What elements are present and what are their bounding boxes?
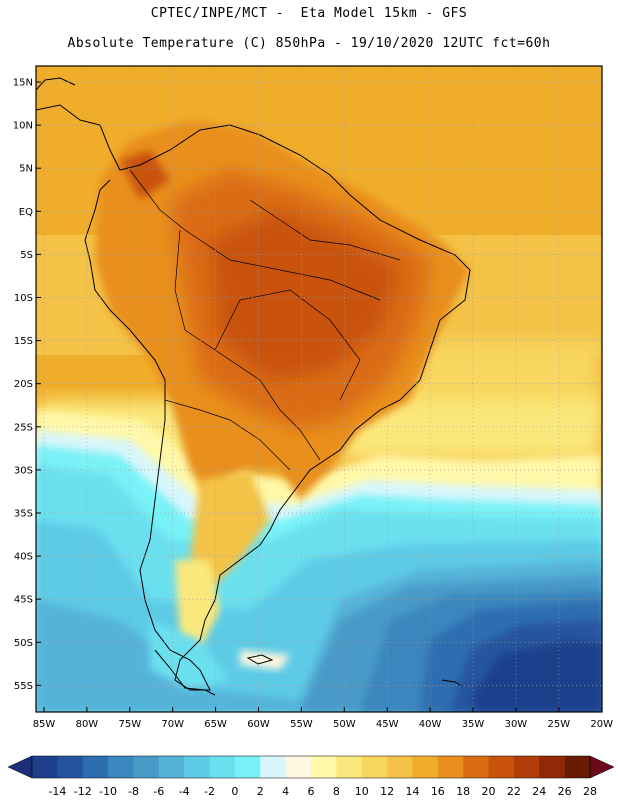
colorbar-min-arrow — [7, 755, 33, 779]
lat-label: EQ — [19, 207, 33, 218]
lat-label: 15N — [13, 78, 33, 89]
colorbar-swatch — [387, 756, 413, 778]
lon-label: 20W — [590, 719, 613, 730]
plot-frame — [35, 65, 603, 713]
colorbar-swatch — [285, 756, 312, 778]
colorbar-tick-label: 10 — [355, 785, 369, 798]
colorbar-frame — [31, 755, 591, 779]
colorbar-swatch — [488, 756, 515, 778]
colorbar-tick-label: 16 — [431, 785, 445, 798]
latitude-labels: 15N 10N 5N EQ 5S 10S 15S 20S 25S 30S 35S 40S 45S 50S 5… — [13, 78, 41, 692]
colorbar-tick-label: 8 — [333, 785, 340, 798]
lon-label: 45W — [376, 719, 399, 730]
lat-label: 20S — [14, 379, 33, 390]
colorbar-swatch — [311, 756, 337, 778]
lat-label: 15S — [14, 336, 33, 347]
lon-label: 85W — [33, 719, 56, 730]
colorbar-swatch — [564, 756, 591, 778]
lat-label: 55S — [14, 681, 33, 692]
colorbar: -14 -12 -10 -8 -6 -4 -2 0 2 4 6 8 10 12 14 16 18 20 22 24 26… — [7, 755, 615, 798]
lon-label: 75W — [118, 719, 141, 730]
colorbar-tick-label: 12 — [380, 785, 394, 798]
lat-label: 10S — [14, 293, 33, 304]
lon-label: 25W — [547, 719, 570, 730]
colorbar-tick-label: 2 — [257, 785, 264, 798]
colorbar-swatch — [539, 756, 565, 778]
lat-label: 10N — [13, 121, 33, 132]
lon-label: 30W — [505, 719, 528, 730]
lat-label: 25S — [14, 422, 33, 433]
lon-label: 65W — [204, 719, 227, 730]
colorbar-tick-label: 22 — [507, 785, 521, 798]
colorbar-swatch — [57, 756, 84, 778]
colorbar-tick-label: 6 — [308, 785, 315, 798]
colorbar-swatch — [32, 756, 58, 778]
colorbar-tick-label: 14 — [405, 785, 419, 798]
colorbar-swatch — [336, 756, 363, 778]
lon-label: 70W — [161, 719, 184, 730]
lat-label: 5N — [19, 164, 33, 175]
colorbar-swatch — [437, 756, 464, 778]
lat-label: 40S — [14, 552, 33, 563]
colorbar-swatch — [260, 756, 286, 778]
lat-label: 35S — [14, 509, 33, 520]
colorbar-swatch — [234, 756, 261, 778]
colorbar-swatch — [361, 756, 388, 778]
colorbar-swatch — [184, 756, 210, 778]
colorbar-max-arrow — [589, 755, 615, 779]
colorbar-swatch — [82, 756, 109, 778]
colorbar-tick-label: 28 — [583, 785, 597, 798]
colorbar-tick-label: 0 — [231, 785, 238, 798]
colorbar-tick-label: 4 — [282, 785, 289, 798]
coastline — [36, 77, 471, 696]
colorbar-swatch — [463, 756, 489, 778]
temperature-field — [36, 66, 602, 712]
colorbar-tick-label: 18 — [456, 785, 470, 798]
colorbar-tick-label: -14 — [48, 785, 66, 798]
lat-label: 50S — [14, 638, 33, 649]
title-line-1: CPTEC/INPE/MCT - Eta Model 15km - GFS — [150, 6, 468, 21]
longitude-labels: 85W 80W 75W 70W 65W 60W 55W 50W 45W 40W 35W 30W 25W 2… — [33, 707, 613, 730]
title-line-2: Absolute Temperature (C) 850hPa - 19/10/… — [67, 36, 551, 51]
lon-label: 50W — [333, 719, 356, 730]
colorbar-swatch — [133, 756, 160, 778]
colorbar-swatch — [412, 756, 439, 778]
lon-label: 60W — [247, 719, 270, 730]
lat-label: 30S — [14, 465, 33, 476]
lon-label: 40W — [419, 719, 442, 730]
colorbar-tick-label: -2 — [204, 785, 215, 798]
colorbar-swatch — [513, 756, 540, 778]
colorbar-swatch — [108, 756, 134, 778]
colorbar-tick-label: -10 — [99, 785, 117, 798]
lat-label: 45S — [14, 595, 33, 606]
colorbar-tick-label: -8 — [128, 785, 139, 798]
colorbar-tick-label: 24 — [532, 785, 546, 798]
lon-label: 80W — [76, 719, 99, 730]
colorbar-swatch — [158, 756, 185, 778]
lat-label: 5S — [20, 250, 33, 261]
colorbar-tick-label: 20 — [482, 785, 496, 798]
colorbar-swatch — [209, 756, 236, 778]
colorbar-tick-label: 26 — [558, 785, 572, 798]
lon-label: 35W — [462, 719, 485, 730]
lon-label: 55W — [290, 719, 313, 730]
colorbar-tick-label: -4 — [179, 785, 190, 798]
colorbar-tick-label: -6 — [153, 785, 164, 798]
colorbar-tick-label: -12 — [74, 785, 92, 798]
